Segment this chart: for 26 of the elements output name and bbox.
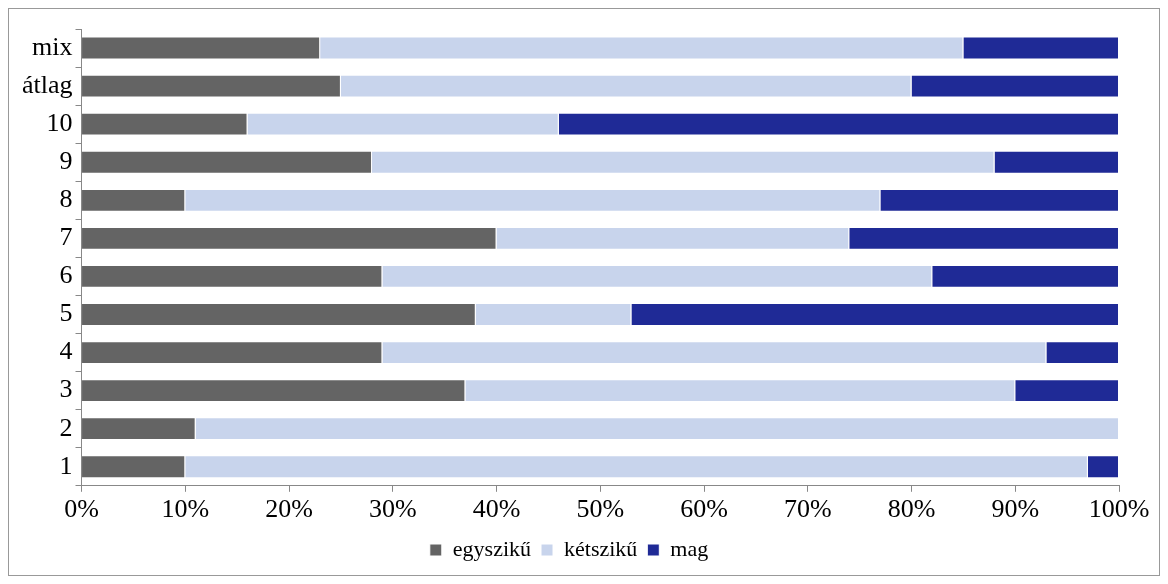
y-tick-label: 10 <box>46 107 73 137</box>
x-tick-label: 80% <box>887 494 936 524</box>
y-tick-label: 5 <box>59 298 73 328</box>
legend-label: egyszikű <box>452 535 532 561</box>
y-tick-label: 4 <box>59 336 73 366</box>
legend-label: mag <box>670 535 709 561</box>
y-tick-label: 9 <box>59 146 73 176</box>
y-tick-label: 6 <box>59 260 73 290</box>
x-tick-label: 90% <box>991 494 1040 524</box>
y-tick-label: 8 <box>59 184 73 214</box>
y-tick-label: 1 <box>59 450 73 480</box>
x-tick-label: 40% <box>472 494 521 524</box>
x-tick-label: 20% <box>265 494 313 524</box>
x-tick-label: 10% <box>161 494 210 524</box>
legend-label: kétszikű <box>564 535 638 561</box>
x-tick-label: 50% <box>576 494 625 524</box>
x-tick-label: 30% <box>368 494 417 524</box>
y-tick-label: 2 <box>59 412 73 442</box>
y-tick-label: 7 <box>59 222 73 252</box>
x-tick-label: 60% <box>680 494 728 524</box>
x-tick-label: 100% <box>1088 494 1150 524</box>
x-tick-label: 0% <box>64 494 99 524</box>
y-tick-label: 3 <box>59 374 73 404</box>
y-tick-label: mix <box>32 31 73 61</box>
y-tick-label: átlag <box>22 69 73 99</box>
x-tick-label: 70% <box>783 494 832 524</box>
